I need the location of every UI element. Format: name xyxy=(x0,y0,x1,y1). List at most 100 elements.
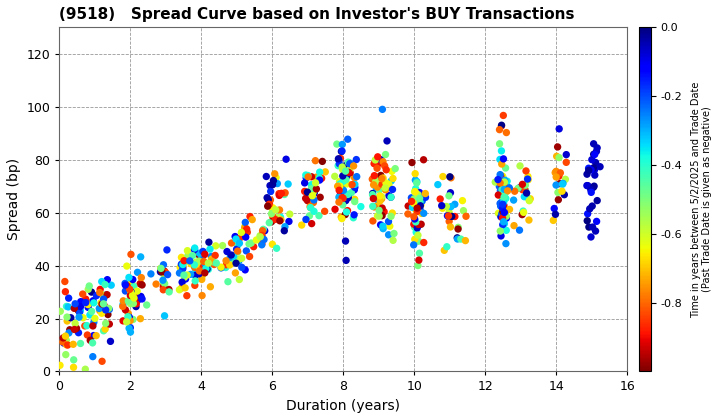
Point xyxy=(554,126,565,132)
Point xyxy=(233,276,245,283)
Point xyxy=(122,298,134,304)
Point xyxy=(123,274,135,281)
Point xyxy=(494,140,505,147)
Point xyxy=(240,219,251,226)
Point xyxy=(420,194,431,201)
Point xyxy=(235,229,247,236)
Point xyxy=(228,253,239,260)
Point xyxy=(588,140,599,147)
Point xyxy=(523,176,534,183)
Point xyxy=(386,168,397,175)
Point xyxy=(412,232,423,239)
Point xyxy=(369,172,380,179)
Point xyxy=(415,202,427,208)
Point xyxy=(159,280,171,287)
Point xyxy=(174,270,185,276)
Point xyxy=(156,265,167,272)
Point xyxy=(348,186,360,193)
Point xyxy=(184,254,196,260)
Point xyxy=(415,206,426,213)
Point xyxy=(123,314,135,321)
Point xyxy=(374,213,385,219)
Point xyxy=(269,216,281,223)
Point xyxy=(308,197,320,203)
Point xyxy=(203,239,215,246)
Point xyxy=(177,265,189,272)
Point xyxy=(99,307,110,314)
Point xyxy=(132,288,143,294)
Point xyxy=(380,180,392,186)
Point xyxy=(410,189,421,195)
Point xyxy=(509,188,521,194)
Point xyxy=(84,312,96,318)
Point xyxy=(340,211,351,218)
Point xyxy=(96,310,107,317)
Point xyxy=(122,310,134,317)
Point xyxy=(451,234,463,241)
Point xyxy=(302,172,314,179)
Point xyxy=(372,156,383,163)
Point xyxy=(341,257,352,264)
Point xyxy=(62,342,73,349)
Point xyxy=(547,217,559,224)
Point xyxy=(496,198,508,205)
Point xyxy=(60,341,72,348)
Point xyxy=(135,315,146,322)
Point xyxy=(233,256,245,262)
Point xyxy=(102,291,113,298)
Point xyxy=(60,289,71,295)
Point xyxy=(135,274,147,281)
Point xyxy=(236,255,248,262)
Point xyxy=(274,207,285,213)
Point xyxy=(496,122,508,129)
Point xyxy=(374,186,385,193)
Point xyxy=(508,222,520,229)
Point xyxy=(554,180,565,187)
Point xyxy=(372,213,383,219)
Point xyxy=(402,203,414,210)
Point xyxy=(340,238,351,244)
Point xyxy=(342,207,354,214)
Point xyxy=(496,210,508,217)
Point xyxy=(125,324,136,331)
Point xyxy=(498,194,510,200)
Point xyxy=(270,207,282,213)
Point xyxy=(179,274,190,281)
Point xyxy=(349,196,361,202)
Point xyxy=(197,252,209,258)
Point xyxy=(136,296,148,302)
Point xyxy=(58,340,70,346)
Point xyxy=(305,203,316,210)
Point xyxy=(215,265,227,271)
Point xyxy=(550,182,562,189)
Point xyxy=(206,253,217,260)
Point xyxy=(373,207,384,214)
Point xyxy=(244,253,256,260)
Point xyxy=(267,205,279,211)
Point xyxy=(341,181,353,187)
Point xyxy=(517,186,528,193)
Point xyxy=(590,148,602,155)
Point xyxy=(130,300,142,307)
Point xyxy=(307,199,319,206)
Point xyxy=(313,212,325,219)
Point xyxy=(340,168,351,174)
Point xyxy=(217,242,228,249)
Point xyxy=(498,179,509,186)
Point xyxy=(497,176,508,183)
Point xyxy=(387,175,399,182)
Point xyxy=(104,306,115,313)
Point xyxy=(444,209,455,216)
Point xyxy=(375,156,387,163)
Point xyxy=(498,207,510,213)
Point xyxy=(342,173,354,180)
Point xyxy=(150,281,162,287)
Point xyxy=(349,198,361,205)
Point xyxy=(338,190,350,197)
Point xyxy=(320,168,331,175)
Point xyxy=(374,197,386,204)
Point xyxy=(498,177,510,184)
Point xyxy=(310,179,321,186)
Point xyxy=(196,263,207,270)
Point xyxy=(500,165,511,171)
